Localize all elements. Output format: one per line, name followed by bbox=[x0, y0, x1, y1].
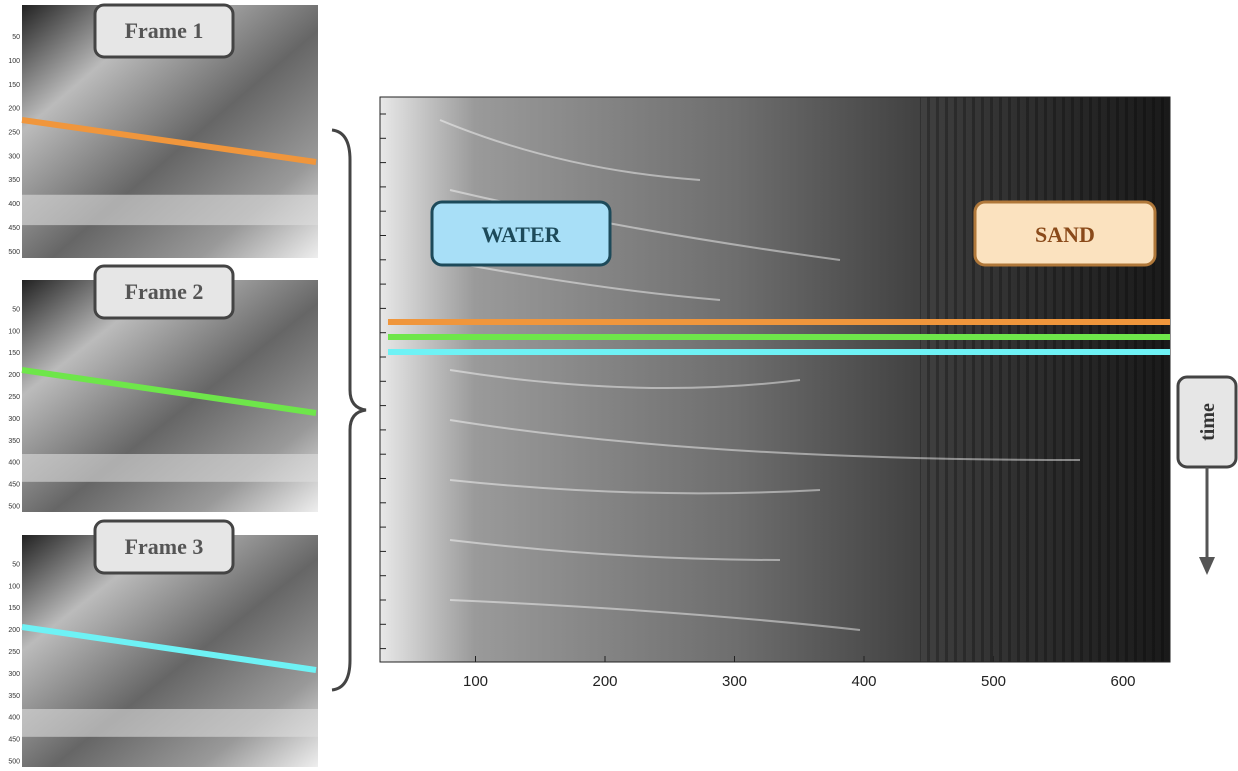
x-tick-label: 600 bbox=[1110, 673, 1135, 690]
frame-ytick-label: 100 bbox=[8, 58, 20, 65]
brace bbox=[332, 130, 366, 690]
sand-label: SAND bbox=[1035, 222, 1095, 247]
time-label: time bbox=[1197, 403, 1219, 441]
water-label: WATER bbox=[481, 222, 561, 247]
time-arrowhead bbox=[1199, 557, 1215, 575]
frames: 50 100 150 200 250 300 350 400 450 500 Frame 1 50 10… bbox=[8, 5, 318, 767]
frame-ytick-label: 250 bbox=[8, 649, 20, 656]
frame-ytick-label: 400 bbox=[8, 201, 20, 208]
timestack: WATER SAND bbox=[380, 97, 1170, 662]
frame-ytick-label: 200 bbox=[8, 106, 20, 113]
frame-ytick-label: 150 bbox=[8, 82, 20, 89]
frame-ytick-label: 300 bbox=[8, 153, 20, 160]
frame-ytick-label: 200 bbox=[8, 627, 20, 634]
frame-ytick-label: 400 bbox=[8, 715, 20, 722]
frame-ytick-label: 350 bbox=[8, 438, 20, 445]
figure: 50 100 150 200 250 300 350 400 450 500 Frame 1 50 10… bbox=[0, 0, 1238, 771]
page: 50 100 150 200 250 300 350 400 450 500 Frame 1 50 10… bbox=[0, 0, 1238, 771]
frame-ytick-label: 200 bbox=[8, 372, 20, 379]
frame-texture bbox=[22, 709, 318, 737]
x-tick-label: 100 bbox=[463, 673, 488, 690]
frame-label: Frame 2 bbox=[125, 279, 204, 304]
frame-ytick-label: 450 bbox=[8, 225, 20, 232]
frame-ytick-label: 50 bbox=[12, 561, 20, 568]
frame-label: Frame 1 bbox=[125, 18, 204, 43]
frame-ytick-label: 100 bbox=[8, 583, 20, 590]
x-tick-label: 400 bbox=[851, 673, 876, 690]
x-tick-label: 500 bbox=[981, 673, 1006, 690]
image-texture bbox=[920, 97, 1170, 662]
frame-ytick-label: 50 bbox=[12, 306, 20, 313]
frame-ytick-label: 450 bbox=[8, 737, 20, 744]
frame-texture bbox=[22, 195, 318, 225]
frame-ytick-label: 450 bbox=[8, 482, 20, 489]
frame-ytick-label: 100 bbox=[8, 328, 20, 335]
frame-ytick-label: 500 bbox=[8, 503, 20, 510]
frame-ytick-label: 300 bbox=[8, 671, 20, 678]
frame-ytick-label: 350 bbox=[8, 693, 20, 700]
frame-ytick-label: 300 bbox=[8, 416, 20, 423]
frame-ytick-label: 400 bbox=[8, 460, 20, 467]
frame-ytick-label: 150 bbox=[8, 605, 20, 612]
x-tick-label: 300 bbox=[722, 673, 747, 690]
x-tick-label: 200 bbox=[592, 673, 617, 690]
frame-ytick-label: 50 bbox=[12, 34, 20, 41]
frame-ytick-label: 250 bbox=[8, 394, 20, 401]
frame-label: Frame 3 bbox=[125, 534, 204, 559]
frame-ytick-label: 250 bbox=[8, 130, 20, 137]
frame-ytick-label: 500 bbox=[8, 758, 20, 765]
frame-texture bbox=[22, 454, 318, 482]
frame-ytick-label: 150 bbox=[8, 350, 20, 357]
frame-ytick-label: 350 bbox=[8, 177, 20, 184]
frame-ytick-label: 500 bbox=[8, 249, 20, 256]
